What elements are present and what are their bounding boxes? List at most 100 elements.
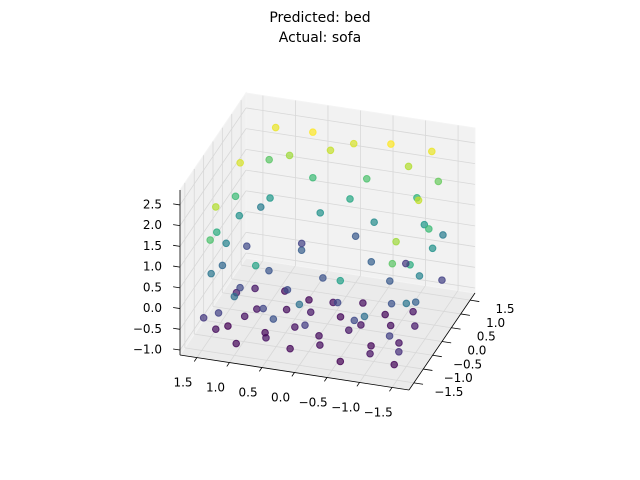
point	[411, 322, 419, 330]
x-tick-label: 0.0	[271, 391, 290, 405]
grid-line	[179, 232, 247, 330]
point	[385, 332, 394, 340]
point	[206, 236, 214, 244]
tick-mark	[173, 224, 181, 227]
point	[346, 195, 354, 203]
point	[392, 237, 400, 246]
tick-mark	[193, 357, 198, 362]
grid-line	[179, 169, 247, 268]
x-tick-label: −1.0	[331, 401, 360, 415]
z-tick-label: −0.5	[133, 322, 162, 336]
y-tick-label: 1.0	[486, 316, 505, 330]
point	[240, 312, 249, 321]
point	[261, 328, 269, 337]
point	[251, 284, 259, 293]
z-tick-label: 0.5	[143, 280, 162, 294]
tick-mark	[173, 327, 181, 330]
point	[266, 194, 274, 202]
point	[236, 158, 244, 167]
point	[251, 261, 260, 270]
grid-line	[194, 333, 424, 370]
point	[256, 203, 265, 211]
point	[359, 299, 367, 307]
tick-mark	[173, 286, 181, 289]
tick-mark	[173, 203, 181, 206]
point	[425, 225, 433, 233]
tick-mark	[470, 299, 480, 302]
point	[428, 147, 436, 156]
tick-mark	[173, 244, 181, 247]
point	[370, 218, 378, 227]
point	[309, 173, 317, 182]
grid-line	[245, 169, 476, 206]
grid-line	[179, 149, 247, 247]
point	[336, 313, 345, 321]
point	[291, 323, 299, 331]
grid-line	[245, 211, 476, 247]
grid-line	[212, 306, 443, 342]
point	[395, 347, 403, 356]
point	[265, 266, 273, 275]
point	[211, 203, 220, 211]
point	[381, 310, 389, 319]
point	[351, 232, 360, 241]
tick-mark	[356, 382, 360, 387]
point	[438, 276, 446, 284]
z-tick-label: 0.0	[143, 301, 162, 315]
point	[326, 146, 335, 155]
y-tick-label: 0.0	[467, 344, 486, 358]
point	[232, 339, 240, 348]
point	[434, 177, 443, 186]
z-tick-label: 1.0	[143, 260, 162, 274]
point	[295, 300, 304, 309]
grid-line	[222, 292, 452, 329]
tick-mark	[173, 307, 181, 309]
chart-title: Predicted: bed	[269, 10, 370, 26]
point	[309, 128, 317, 136]
point	[316, 209, 325, 217]
point	[386, 321, 395, 330]
point	[386, 277, 394, 285]
point	[242, 242, 251, 250]
tick-mark	[460, 313, 470, 316]
point	[306, 308, 315, 316]
tick-mark	[389, 387, 393, 392]
point	[409, 307, 417, 316]
z-tick-label: −1.0	[133, 343, 162, 357]
point	[362, 174, 371, 183]
point	[420, 220, 429, 229]
point	[367, 258, 376, 266]
z-tick-label: 1.5	[143, 239, 162, 253]
point	[222, 239, 230, 248]
point	[333, 298, 342, 307]
grid-line	[245, 107, 476, 144]
y-axis-line	[408, 292, 476, 391]
point	[388, 259, 397, 268]
point	[439, 231, 447, 239]
tick-mark	[173, 348, 181, 351]
point	[401, 259, 410, 268]
point	[282, 305, 291, 314]
point	[259, 304, 268, 313]
tick-mark	[413, 382, 424, 385]
tick-mark	[324, 377, 328, 382]
point	[297, 239, 306, 248]
point	[265, 155, 273, 164]
point	[344, 326, 353, 334]
point	[218, 261, 227, 270]
point	[366, 349, 374, 358]
x-tick-label: 1.0	[206, 381, 225, 395]
point	[357, 321, 365, 329]
tick-mark	[432, 354, 442, 358]
y-tick-label: −0.5	[453, 357, 482, 371]
grid-line	[179, 211, 247, 309]
point	[230, 292, 239, 301]
point	[415, 272, 424, 280]
grid-line	[179, 107, 247, 206]
x-tick-label: −1.5	[364, 406, 393, 420]
grid-line	[245, 252, 476, 289]
tick-mark	[226, 362, 230, 367]
point	[214, 309, 223, 317]
